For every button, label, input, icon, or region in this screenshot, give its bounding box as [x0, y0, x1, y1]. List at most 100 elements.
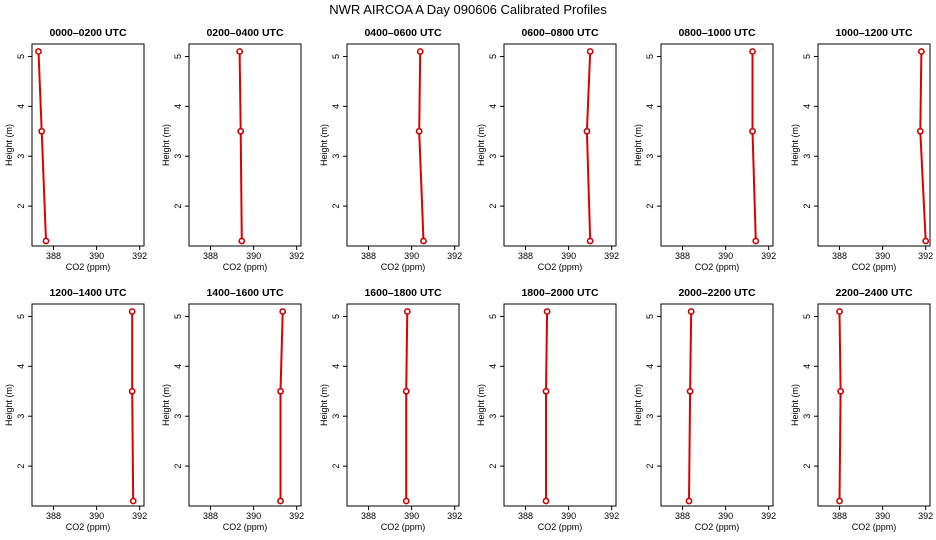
- x-tick-label: 388: [361, 251, 376, 261]
- x-tick-label: 392: [132, 511, 147, 521]
- x-tick-label: 392: [132, 251, 147, 261]
- y-tick-label: 3: [16, 154, 26, 159]
- y-axis-label: Height (m): [790, 384, 800, 426]
- plot-frame: [31, 43, 145, 247]
- panel-title: 1600–1800 UTC: [364, 287, 441, 299]
- x-axis-label: CO2 (ppm): [852, 522, 897, 532]
- data-point: [836, 308, 843, 315]
- data-point: [237, 127, 245, 135]
- y-tick-label: 4: [488, 104, 498, 109]
- panel-title: 2200–2400 UTC: [835, 287, 912, 299]
- x-tick-label: 390: [246, 511, 261, 521]
- y-tick-label: 4: [16, 364, 26, 369]
- x-tick-label: 392: [447, 511, 462, 521]
- data-point: [279, 308, 287, 315]
- panel-5: 0800–1000 UTC 388 390 392 CO2 (ppm) 2 3 4 5 Heigh…: [633, 27, 776, 272]
- plot-frame: [31, 303, 145, 507]
- data-point: [917, 48, 925, 55]
- x-tick-label: 390: [404, 511, 419, 521]
- y-tick-label: 4: [16, 104, 26, 109]
- x-tick-label: 392: [447, 251, 462, 261]
- y-tick-label: 2: [802, 204, 812, 209]
- y-axis-label: Height (m): [633, 384, 643, 426]
- plot-frame: [817, 303, 931, 507]
- data-point: [583, 127, 591, 135]
- profile-line: [585, 51, 592, 242]
- y-tick-label: 5: [802, 314, 812, 319]
- panel-title: 1200–1400 UTC: [49, 287, 126, 299]
- y-tick-label: 3: [16, 414, 26, 419]
- y-tick-label: 3: [331, 414, 341, 419]
- x-axis-label: CO2 (ppm): [223, 522, 268, 532]
- y-tick-label: 2: [331, 204, 341, 209]
- panel-title: 0200–0400 UTC: [206, 27, 283, 39]
- panel-8: 1400–1600 UTC 388 390 392 CO2 (ppm) 2 3 4 5 Heigh…: [161, 287, 304, 532]
- y-tick-label: 3: [645, 154, 655, 159]
- y-tick-label: 2: [645, 204, 655, 209]
- y-tick-label: 3: [645, 414, 655, 419]
- y-tick-label: 3: [173, 414, 183, 419]
- data-point: [543, 308, 551, 315]
- x-tick-label: 392: [761, 511, 776, 521]
- data-point: [586, 48, 594, 55]
- panel-title: 1800–2000 UTC: [521, 287, 598, 299]
- panel-2: 0200–0400 UTC 388 390 392 CO2 (ppm) 2 3 4 5 Heigh…: [161, 27, 304, 272]
- profile-line: [751, 51, 757, 242]
- plot-frame: [503, 303, 617, 507]
- profile-line: [545, 311, 549, 501]
- y-tick-label: 2: [331, 464, 341, 469]
- data-point: [542, 387, 550, 395]
- y-axis-label: Height (m): [4, 384, 14, 426]
- y-tick-label: 5: [488, 314, 498, 319]
- y-tick-label: 4: [331, 364, 341, 369]
- profile-line: [405, 311, 409, 501]
- y-axis-label: Height (m): [319, 124, 329, 166]
- x-axis-label: CO2 (ppm): [66, 262, 111, 272]
- y-tick-label: 5: [802, 54, 812, 59]
- x-tick-label: 388: [832, 251, 847, 261]
- data-point: [415, 127, 423, 135]
- data-point: [35, 48, 42, 55]
- x-tick-label: 392: [289, 511, 304, 521]
- data-point: [402, 387, 410, 395]
- x-tick-label: 392: [604, 511, 619, 521]
- y-tick-label: 2: [173, 204, 183, 209]
- y-tick-label: 2: [488, 204, 498, 209]
- data-point: [128, 308, 136, 315]
- plot-frame: [346, 303, 460, 507]
- plot-frame: [346, 43, 460, 247]
- x-tick-label: 388: [46, 511, 61, 521]
- data-point: [238, 237, 246, 245]
- profile-line: [238, 51, 243, 242]
- panel-7: 1200–1400 UTC 388 390 392 CO2 (ppm) 2 3 4 5 Heigh…: [4, 287, 147, 532]
- x-axis-label: CO2 (ppm): [695, 522, 740, 532]
- panel-9: 1600–1800 UTC 388 390 392 CO2 (ppm) 2 3 4 5 Heigh…: [319, 287, 462, 532]
- y-tick-label: 2: [16, 204, 26, 209]
- y-axis-label: Height (m): [319, 384, 329, 426]
- panel-title: 2000–2200 UTC: [678, 287, 755, 299]
- data-point: [420, 237, 427, 245]
- x-axis-label: CO2 (ppm): [538, 262, 583, 272]
- y-tick-label: 3: [802, 414, 812, 419]
- y-tick-label: 5: [16, 54, 26, 59]
- profile-line: [418, 51, 425, 242]
- data-point: [586, 237, 594, 245]
- y-tick-label: 3: [488, 154, 498, 159]
- profile-line: [37, 51, 47, 242]
- panel-6: 1000–1200 UTC 388 390 392 CO2 (ppm) 2 3 4 5 Heigh…: [790, 27, 933, 272]
- x-tick-label: 392: [918, 511, 933, 521]
- data-point: [42, 237, 50, 245]
- y-tick-label: 5: [173, 314, 183, 319]
- y-axis-label: Height (m): [161, 384, 171, 426]
- y-tick-label: 4: [173, 364, 183, 369]
- profile-line: [838, 311, 842, 502]
- panel-title: 0600–0800 UTC: [521, 27, 598, 39]
- data-point: [687, 308, 695, 315]
- x-tick-label: 388: [675, 251, 690, 261]
- data-point: [685, 497, 693, 505]
- plot-frame: [660, 43, 774, 247]
- x-tick-label: 392: [918, 251, 933, 261]
- y-tick-label: 3: [488, 414, 498, 419]
